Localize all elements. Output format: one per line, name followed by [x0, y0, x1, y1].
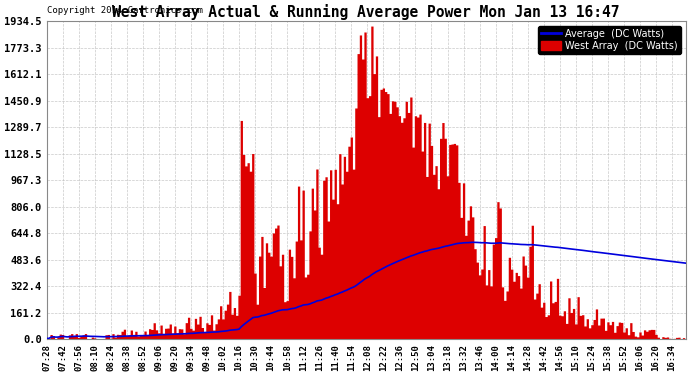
Text: Copyright 2014 Cartronics.com: Copyright 2014 Cartronics.com [46, 6, 202, 15]
Legend: Average  (DC Watts), West Array  (DC Watts): Average (DC Watts), West Array (DC Watts… [538, 26, 681, 54]
Title: West Array Actual & Running Average Power Mon Jan 13 16:47: West Array Actual & Running Average Powe… [112, 4, 620, 20]
